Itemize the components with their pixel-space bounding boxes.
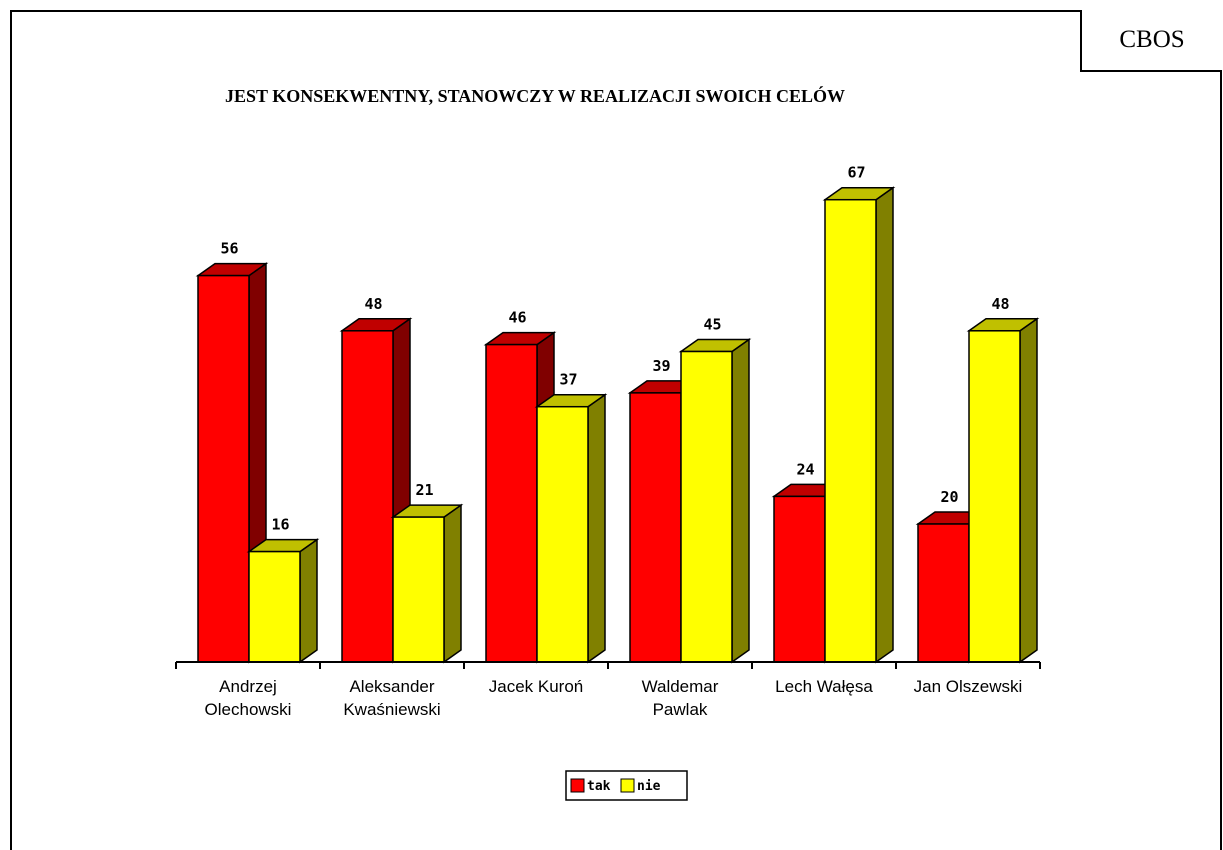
value-label: 37 <box>559 371 577 389</box>
bar-side-face <box>299 538 318 664</box>
bar-front-face <box>680 350 733 663</box>
legend-label: tak <box>587 779 611 794</box>
category-label: Lech Wałęsa <box>775 677 873 696</box>
bar-front-face <box>968 330 1021 663</box>
bar-front-face <box>773 495 826 663</box>
category-label: Jacek Kuroń <box>489 677 584 696</box>
value-label: 48 <box>364 295 382 313</box>
value-label: 46 <box>508 309 526 327</box>
bar-front-face <box>536 405 589 663</box>
legend-swatch <box>620 778 635 793</box>
legend: tak nie <box>565 770 688 801</box>
x-axis <box>175 661 1041 669</box>
bar-side-face <box>875 186 894 664</box>
legend-label: nie <box>637 779 661 794</box>
bar-nie <box>678 338 752 664</box>
value-label: 16 <box>271 516 289 534</box>
bar-nie <box>822 186 896 664</box>
bar-nie <box>966 317 1040 664</box>
value-label: 67 <box>847 164 865 182</box>
bar-side-face <box>1019 317 1038 664</box>
bars-layer <box>195 186 1040 664</box>
bar-front-face <box>824 198 877 663</box>
value-label: 24 <box>796 460 814 478</box>
category-label: Waldemar Pawlak <box>642 677 719 719</box>
bar-side-face <box>731 338 750 664</box>
value-label: 45 <box>703 316 721 334</box>
legend-swatch <box>570 778 585 793</box>
bar-front-face <box>392 516 445 663</box>
bar-front-face <box>341 330 394 663</box>
bar-side-face <box>443 503 462 664</box>
category-labels-layer: Andrzej Olechowski Aleksander Kwaśniewski Ja… <box>205 677 1023 719</box>
bar-nie <box>246 538 320 664</box>
source-label: CBOS <box>1080 10 1222 72</box>
bar-front-face <box>485 343 538 663</box>
value-label: 21 <box>415 481 433 499</box>
category-label: Jan Olszewski <box>914 677 1023 696</box>
bar-nie <box>534 393 608 664</box>
value-label: 39 <box>652 357 670 375</box>
bar-front-face <box>629 392 682 663</box>
value-labels-layer: 56 16 48 21 46 37 39 45 24 67 20 48 <box>220 164 1009 534</box>
value-label: 48 <box>991 295 1009 313</box>
bar-front-face <box>197 274 250 663</box>
chart-title: JEST KONSEKWENTNY, STANOWCZY W REALIZACJ… <box>225 86 845 106</box>
bar-side-face <box>587 393 606 664</box>
category-label: Andrzej Olechowski <box>205 677 292 719</box>
bar-front-face <box>917 523 970 663</box>
bar-nie <box>390 503 464 664</box>
value-label: 20 <box>940 488 958 506</box>
category-label: Aleksander Kwaśniewski <box>343 677 440 719</box>
bar-front-face <box>248 550 301 663</box>
value-label: 56 <box>220 240 238 258</box>
